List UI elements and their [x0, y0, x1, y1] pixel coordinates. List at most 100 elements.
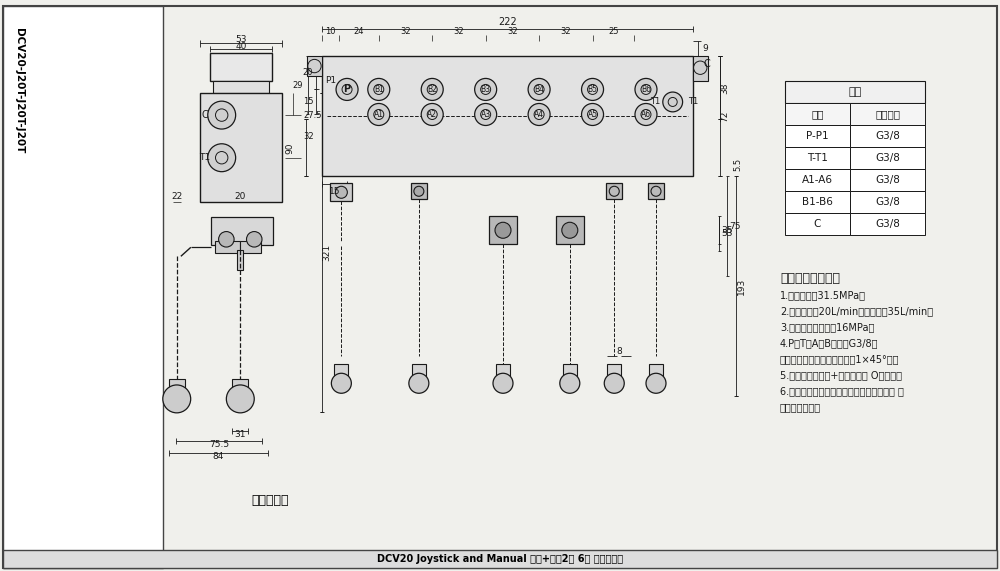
Bar: [785, 103, 850, 125]
Text: 193: 193: [737, 278, 746, 295]
Text: C: C: [201, 110, 208, 120]
Text: T1: T1: [199, 153, 210, 162]
Circle shape: [208, 144, 236, 172]
Circle shape: [409, 373, 429, 393]
Text: 20: 20: [235, 192, 246, 202]
Bar: [330, 183, 352, 201]
Text: 24: 24: [353, 26, 364, 35]
Bar: [213, 81, 269, 94]
Text: 75: 75: [729, 222, 740, 231]
Bar: [634, 75, 693, 119]
Text: 35: 35: [721, 226, 732, 235]
Circle shape: [163, 385, 191, 413]
Bar: [556, 216, 584, 244]
Circle shape: [219, 232, 234, 247]
Bar: [785, 191, 850, 213]
Circle shape: [635, 103, 657, 126]
Bar: [334, 364, 348, 378]
Text: G3/8: G3/8: [875, 175, 900, 185]
Circle shape: [421, 78, 443, 100]
Text: 40: 40: [235, 42, 247, 51]
Circle shape: [208, 101, 236, 129]
Circle shape: [421, 103, 443, 126]
Bar: [379, 56, 431, 119]
Bar: [240, 241, 261, 254]
Circle shape: [226, 385, 254, 413]
Bar: [607, 364, 621, 378]
Text: 53: 53: [721, 230, 732, 238]
Text: 321: 321: [323, 244, 332, 261]
Text: A3: A3: [481, 110, 491, 119]
Text: B2: B2: [427, 85, 437, 94]
Circle shape: [582, 78, 604, 100]
Text: A1-A6: A1-A6: [802, 175, 833, 185]
Bar: [785, 125, 850, 147]
Bar: [307, 56, 322, 76]
Text: 25: 25: [608, 26, 619, 35]
Bar: [232, 379, 248, 395]
Text: 接口: 接口: [811, 109, 824, 119]
Text: A6: A6: [641, 110, 651, 119]
Text: B3: B3: [481, 85, 491, 94]
Bar: [648, 183, 664, 199]
Text: P-P1: P-P1: [806, 131, 829, 141]
Circle shape: [475, 78, 497, 100]
Text: 222: 222: [498, 17, 517, 27]
Bar: [3, 550, 997, 568]
Bar: [3, 6, 163, 568]
Text: B1-B6: B1-B6: [802, 197, 833, 207]
Circle shape: [335, 186, 347, 198]
Text: C: C: [703, 59, 710, 69]
Text: 技术要求及参数：: 技术要求及参数：: [780, 272, 840, 285]
Text: B5: B5: [588, 85, 598, 94]
Circle shape: [414, 186, 424, 196]
Bar: [211, 218, 273, 246]
Text: 27.5: 27.5: [303, 111, 322, 119]
Text: 20: 20: [303, 68, 313, 77]
Bar: [411, 183, 427, 199]
Text: T-T1: T-T1: [807, 153, 828, 163]
Text: 螺纹规格: 螺纹规格: [875, 109, 900, 119]
Circle shape: [475, 103, 497, 126]
Circle shape: [604, 373, 624, 393]
Text: 均为平面密封，螺纹孔口倒角1×45°角。: 均为平面密封，螺纹孔口倒角1×45°角。: [780, 354, 900, 364]
Text: T1: T1: [650, 98, 660, 106]
Bar: [593, 56, 633, 119]
Text: P: P: [343, 85, 351, 94]
Text: T1: T1: [688, 98, 698, 106]
Text: G3/8: G3/8: [875, 219, 900, 229]
Bar: [169, 379, 185, 395]
Circle shape: [646, 373, 666, 393]
Text: 15: 15: [329, 187, 340, 196]
Text: 6.阀体表面磷化处理，安全阀及螺堡镀锈， 支: 6.阀体表面磷化处理，安全阀及螺堡镀锈， 支: [780, 386, 904, 396]
Text: 84: 84: [213, 452, 224, 461]
Text: 32: 32: [303, 132, 314, 141]
Circle shape: [582, 103, 604, 126]
Text: A1: A1: [374, 110, 384, 119]
Bar: [210, 53, 272, 81]
Text: 29: 29: [293, 81, 303, 90]
Circle shape: [528, 78, 550, 100]
Text: 5.控制方式：手动+弹簧复位， O型阀杆；: 5.控制方式：手动+弹簧复位， O型阀杆；: [780, 370, 902, 380]
Bar: [785, 81, 925, 103]
Bar: [785, 169, 850, 191]
Text: DCV20 Joystick and Manual 手控+一控2二 6路 整体换向阀: DCV20 Joystick and Manual 手控+一控2二 6路 整体换…: [377, 554, 623, 564]
Circle shape: [331, 373, 351, 393]
Text: 53: 53: [235, 35, 247, 43]
Text: 1.额定压力：31.5MPa；: 1.额定压力：31.5MPa；: [780, 290, 866, 300]
Text: 32: 32: [400, 26, 411, 35]
Circle shape: [562, 222, 578, 238]
Circle shape: [560, 373, 580, 393]
Text: 72: 72: [720, 110, 729, 122]
Text: B4: B4: [534, 85, 544, 94]
Text: G3/8: G3/8: [875, 197, 900, 207]
Bar: [412, 364, 426, 378]
Circle shape: [246, 232, 262, 247]
Bar: [850, 147, 925, 169]
Bar: [237, 250, 243, 270]
Text: G3/8: G3/8: [875, 153, 900, 163]
Text: 15: 15: [303, 98, 313, 106]
Text: 3.安装阀调定压力：16MPa；: 3.安装阀调定压力：16MPa；: [780, 322, 874, 332]
Circle shape: [528, 103, 550, 126]
Circle shape: [495, 222, 511, 238]
